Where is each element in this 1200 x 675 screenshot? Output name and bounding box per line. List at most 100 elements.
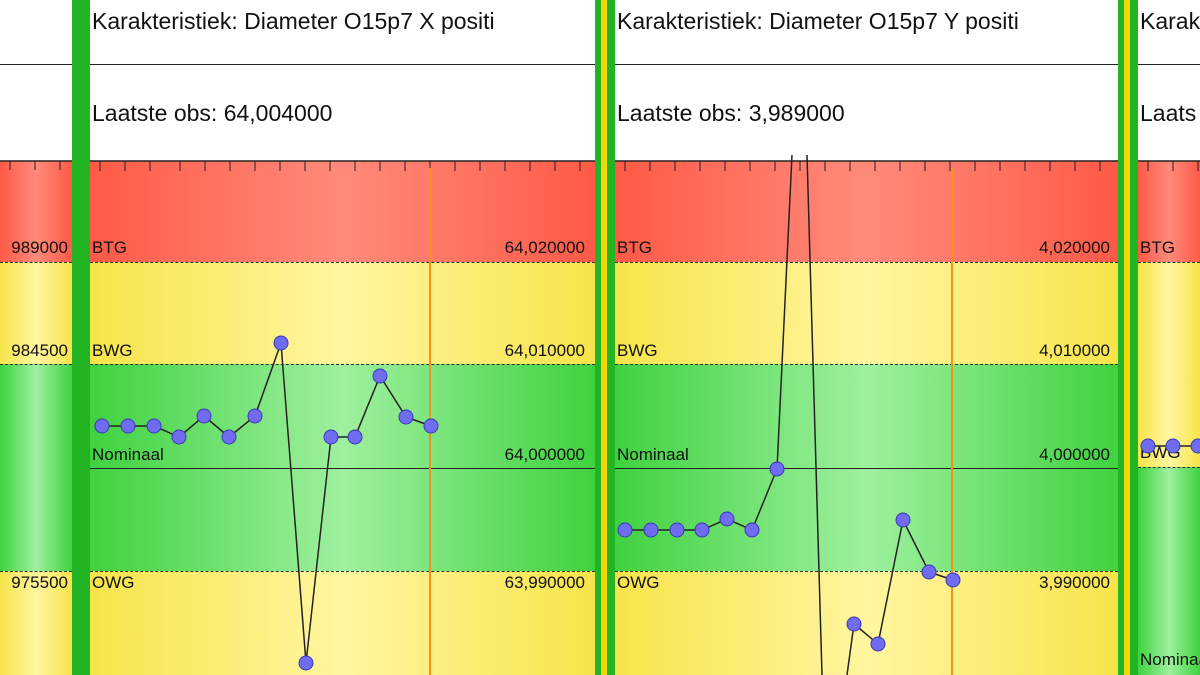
last-observation: Laatste obs: 3,989000 — [617, 100, 845, 126]
zone-yellow-lower — [0, 571, 72, 675]
data-point — [94, 418, 110, 434]
bwg-label: BWG — [617, 341, 658, 360]
last-observation: Laats — [1140, 100, 1197, 126]
bwg-value: 64,010000 — [504, 341, 585, 360]
chart-panel-y-position: Karakteristiek: Diameter O15p7 Y positi … — [615, 0, 1118, 675]
btg-value: 64,020000 — [504, 238, 585, 257]
measurement-line-return — [806, 154, 823, 675]
chart-panel-x-position: Karakteristiek: Diameter O15p7 X positi … — [90, 0, 595, 675]
data-point — [247, 408, 263, 424]
zone-yellow-lower — [90, 571, 595, 675]
data-point — [120, 418, 136, 434]
data-point — [273, 335, 289, 351]
btg-label: BTG — [617, 238, 652, 257]
data-point — [423, 418, 439, 434]
zone-green — [0, 364, 72, 571]
zone-green — [1138, 467, 1200, 675]
data-point — [1165, 438, 1181, 454]
limit-line — [0, 571, 72, 572]
measurement-line-lower — [846, 517, 954, 675]
chart-title: Karak — [1140, 8, 1200, 34]
limit-value: 975500 — [11, 573, 68, 592]
data-point — [347, 429, 363, 445]
zone-yellow-upper — [90, 262, 595, 364]
btg-line — [1138, 262, 1200, 263]
bwg-value: 4,010000 — [1039, 341, 1110, 360]
data-point — [323, 429, 339, 445]
measurement-line — [625, 154, 793, 531]
ruler-ticks — [90, 160, 595, 171]
zone-yellow-upper — [0, 262, 72, 364]
data-point — [398, 409, 414, 425]
panel-divider[interactable] — [595, 0, 615, 675]
data-point — [643, 522, 659, 538]
data-point — [196, 408, 212, 424]
zone-red — [90, 161, 595, 262]
bwg-line — [90, 364, 595, 365]
chart-title: Karakteristiek: Diameter O15p7 Y positi — [617, 8, 1019, 34]
ruler-ticks — [0, 160, 72, 170]
owg-line — [615, 571, 1118, 572]
measurement-points — [617, 461, 961, 652]
data-point — [617, 522, 633, 538]
panel-divider[interactable] — [72, 0, 90, 675]
data-point — [895, 512, 911, 528]
limit-value: 989000 — [11, 238, 68, 257]
nominal-line — [615, 468, 1118, 469]
data-point — [171, 429, 187, 445]
chart-title: Karakteristiek: Diameter O15p7 X positi — [92, 8, 495, 34]
zone-yellow-upper — [615, 262, 1118, 364]
data-point — [694, 522, 710, 538]
limit-line — [0, 364, 72, 365]
data-point — [870, 636, 886, 652]
measurement-points — [94, 335, 439, 671]
zone-red — [615, 161, 1118, 262]
chart-panel-left-partial: 989000 984500 975500 — [0, 0, 72, 675]
measurement-line — [102, 342, 432, 664]
ruler-ticks — [615, 160, 1118, 171]
bwg-line — [1138, 467, 1200, 468]
control-chart-x — [90, 160, 595, 675]
data-point — [945, 572, 961, 588]
zone-red — [0, 161, 72, 262]
nominal-label: Nominaal — [617, 445, 689, 464]
control-chart-partial — [1138, 160, 1200, 454]
data-point — [298, 655, 314, 671]
btg-value: 4,020000 — [1039, 238, 1110, 257]
zone-green — [90, 364, 595, 571]
data-point — [669, 522, 685, 538]
data-point — [846, 616, 862, 632]
nominal-label: Nominaal — [92, 445, 164, 464]
owg-value: 3,990000 — [1039, 573, 1110, 592]
btg-label: BTG — [92, 238, 127, 257]
panel-header-title: Karak — [1138, 0, 1200, 65]
bwg-line — [615, 364, 1118, 365]
limit-value: 984500 — [11, 341, 68, 360]
nominal-value: 64,000000 — [504, 445, 585, 464]
owg-label: OWG — [617, 573, 660, 592]
chart-panel-right-partial: Karak Laats BTG BWG Nominaa — [1138, 0, 1200, 675]
data-point — [221, 429, 237, 445]
panel-header-title: Karakteristiek: Diameter O15p7 X positi — [90, 0, 595, 65]
zone-yellow-lower — [615, 571, 1118, 675]
nominal-line — [90, 468, 595, 469]
control-chart-y — [615, 154, 1118, 675]
nominal-value: 4,000000 — [1039, 445, 1110, 464]
data-point — [769, 461, 785, 477]
data-point — [146, 418, 162, 434]
limit-line — [0, 262, 72, 263]
btg-line — [90, 262, 595, 263]
panel-divider[interactable] — [1118, 0, 1138, 675]
owg-value: 63,990000 — [504, 573, 585, 592]
zone-red — [1138, 161, 1200, 262]
panel-header-title: Karakteristiek: Diameter O15p7 Y positi — [615, 0, 1118, 65]
zone-yellow-upper — [1138, 262, 1200, 467]
data-point — [372, 368, 388, 384]
owg-line — [90, 571, 595, 572]
data-point — [1140, 438, 1156, 454]
btg-label: BTG — [1140, 238, 1175, 257]
nominal-label: Nominaa — [1140, 650, 1200, 669]
owg-label: OWG — [92, 573, 135, 592]
data-point — [921, 564, 937, 580]
last-observation: Laatste obs: 64,004000 — [92, 100, 333, 126]
